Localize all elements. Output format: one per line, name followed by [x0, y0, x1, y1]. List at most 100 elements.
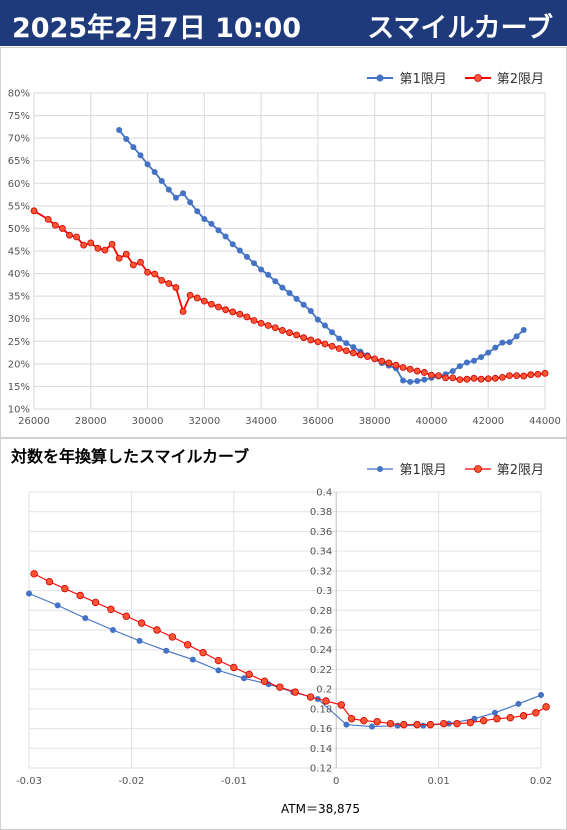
- data-point-series1: [321, 322, 328, 329]
- data-point-series1: [520, 327, 527, 333]
- data-point-series1: [229, 241, 236, 248]
- y-tick-label: 70%: [8, 134, 30, 145]
- log-smile-curve-panel: 対数を年換算したスマイルカーブ 第1限月 第2限月 0.12 0.14 0.16 0.…: [0, 438, 567, 830]
- data-point-series2: [230, 663, 238, 672]
- data-point-series2: [357, 351, 364, 359]
- data-point-series1: [123, 136, 130, 143]
- data-point-series2: [506, 714, 514, 722]
- data-point-series1: [201, 215, 208, 222]
- data-point-series2: [208, 300, 215, 308]
- data-point-series2: [463, 375, 471, 383]
- data-point-series1: [293, 295, 300, 302]
- data-point-series2: [314, 338, 322, 346]
- y-tick-label: 30%: [8, 314, 30, 325]
- y-tick-label: 55%: [8, 201, 30, 212]
- legend2-label-series2: 第2限月: [496, 463, 544, 478]
- data-point-series1: [463, 359, 470, 366]
- data-point-series2: [236, 310, 244, 318]
- data-point-series2: [335, 345, 343, 352]
- legend2-item-series2: 第2限月: [463, 459, 544, 478]
- y-tick-label: 50%: [8, 224, 30, 235]
- data-point-series1: [279, 284, 286, 291]
- data-point-series2: [165, 280, 173, 287]
- data-point-series2: [87, 239, 95, 247]
- data-point-series2: [51, 221, 59, 229]
- data-point-series1: [456, 363, 463, 370]
- legend2-item-series1: 第1限月: [365, 459, 447, 478]
- data-point-series2: [107, 605, 115, 613]
- data-point-series2: [73, 233, 80, 241]
- data-point-series1: [407, 378, 414, 385]
- x-tick-label: 36000: [302, 416, 334, 427]
- data-point-series1: [329, 329, 336, 336]
- data-point-series2: [479, 716, 488, 725]
- data-point-series1: [336, 335, 343, 342]
- data-point-series2: [420, 369, 428, 376]
- data-point-series2: [293, 331, 300, 339]
- data-point-series2: [91, 598, 100, 607]
- data-point-series2: [186, 291, 194, 299]
- legend-marker-series1: [367, 74, 394, 81]
- data-point-series2: [440, 719, 448, 728]
- data-point-series2: [151, 270, 159, 278]
- data-point-series1: [163, 647, 170, 654]
- y-tick-label: 0.12: [310, 764, 332, 775]
- data-point-series2: [493, 715, 501, 723]
- y-tick-label: 10%: [8, 405, 30, 416]
- data-point-series2: [321, 340, 329, 348]
- data-point-series2: [276, 683, 284, 691]
- data-point-series2: [229, 308, 237, 316]
- data-point-series1: [165, 186, 172, 193]
- data-point-series2: [122, 612, 130, 620]
- chart2-title: 対数を年換算したスマイルカーブ: [11, 447, 250, 466]
- data-point-series2: [413, 720, 421, 729]
- data-point-series2: [158, 276, 166, 284]
- data-point-series2: [108, 240, 116, 248]
- data-point-series1: [222, 233, 229, 240]
- data-point-series2: [466, 718, 475, 727]
- data-point-series2: [61, 584, 69, 593]
- data-point-series2: [300, 334, 308, 342]
- data-point-series2: [129, 261, 137, 269]
- data-point-series1: [194, 208, 201, 215]
- data-point-series1: [343, 721, 350, 728]
- data-point-series2: [373, 717, 381, 726]
- legend2-marker-series1: [367, 465, 394, 472]
- x-tick-label: 44000: [529, 416, 561, 427]
- data-point-series2: [179, 308, 187, 315]
- data-point-series1: [243, 253, 250, 260]
- data-point-series2: [470, 374, 478, 382]
- data-point-series1: [449, 368, 456, 375]
- data-point-series1: [116, 127, 123, 134]
- data-point-series2: [199, 648, 207, 657]
- data-point-series2: [222, 306, 230, 314]
- data-point-series1: [538, 692, 544, 699]
- y-tick-label: 0.26: [310, 626, 332, 637]
- data-point-series1: [400, 377, 407, 384]
- y-tick-label: 40%: [8, 269, 30, 280]
- x-tick-label: -0.03: [16, 776, 42, 787]
- y-tick-label: 0.3: [316, 586, 332, 597]
- x-tick-label: 30000: [132, 416, 164, 427]
- chart1-legend: 第1限月 第2限月: [355, 68, 544, 87]
- data-point-series1: [350, 344, 357, 351]
- data-point-series2: [44, 215, 52, 223]
- data-point-series1: [180, 190, 187, 197]
- data-point-series1: [272, 278, 279, 285]
- data-point-series1: [307, 308, 314, 315]
- data-point-series1: [506, 339, 513, 346]
- data-point-series2: [342, 347, 350, 355]
- data-point-series1: [492, 344, 499, 351]
- y-tick-label: 75%: [8, 111, 30, 122]
- data-point-series2: [215, 303, 222, 311]
- data-point-series2: [257, 319, 265, 327]
- data-point-series1: [478, 354, 485, 361]
- data-point-series2: [245, 670, 253, 679]
- data-point-series1: [265, 271, 272, 278]
- data-point-series1: [499, 339, 506, 346]
- x-tick-label: 0.01: [427, 776, 449, 787]
- data-point-series1: [241, 675, 248, 682]
- data-point-series2: [527, 371, 535, 379]
- data-point-series1: [137, 152, 144, 159]
- data-point-series1: [208, 220, 215, 227]
